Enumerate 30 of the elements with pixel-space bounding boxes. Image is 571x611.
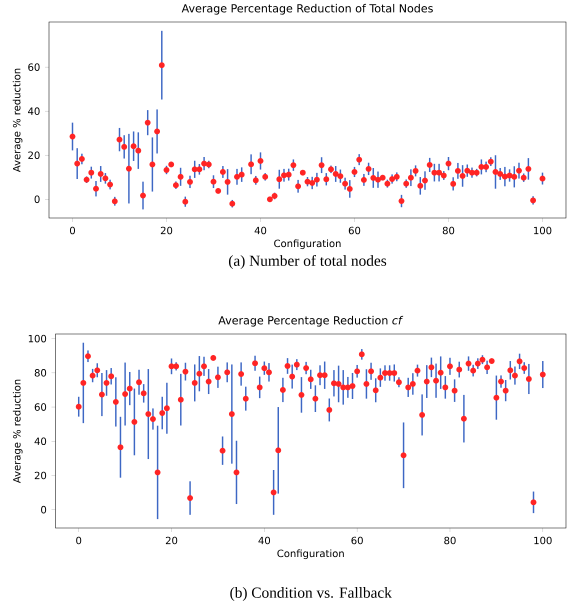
y-tick-label: 20 (28, 151, 40, 160)
x-axis-title: Configuration (274, 239, 341, 250)
x-tick-label: 0 (70, 226, 76, 234)
chart-title: Average Percentage Reduction of Total Nodes (182, 4, 433, 15)
y-tick-label: 20 (34, 472, 46, 480)
y-axis-title: Average % reduction (12, 68, 22, 172)
x-tick-label: 20 (160, 226, 172, 234)
x-tick-label: 100 (534, 226, 552, 234)
x-tick-label: 100 (534, 536, 552, 544)
y-tick-label: 60 (34, 403, 46, 411)
y-tick-label: 0 (41, 506, 46, 514)
x-tick-label: 40 (254, 226, 266, 234)
y-tick-label: 60 (28, 63, 40, 71)
x-tick-label: 0 (76, 536, 82, 544)
y-tick-label: 0 (34, 196, 40, 204)
x-tick-label: 60 (348, 226, 360, 234)
x-axis-title: Configuration (277, 549, 344, 560)
x-tick-label: 20 (166, 536, 178, 544)
x-tick-label: 80 (442, 226, 454, 234)
y-tick-label: 40 (28, 107, 40, 115)
text: (a) Number of total nodes (228, 254, 386, 270)
y-axis-title: Average % reduction (12, 380, 23, 484)
x-tick-label: 80 (444, 536, 456, 544)
y-tick-label: 100 (28, 334, 46, 342)
x-tick-label: 40 (258, 536, 270, 544)
chart-title: Average Percentage Reduction cf (218, 316, 404, 327)
y-tick-label: 40 (34, 437, 46, 446)
text: (b) Condition vs. Fallback (230, 587, 392, 601)
x-tick-label: 60 (351, 536, 363, 544)
y-tick-label: 80 (34, 369, 46, 377)
